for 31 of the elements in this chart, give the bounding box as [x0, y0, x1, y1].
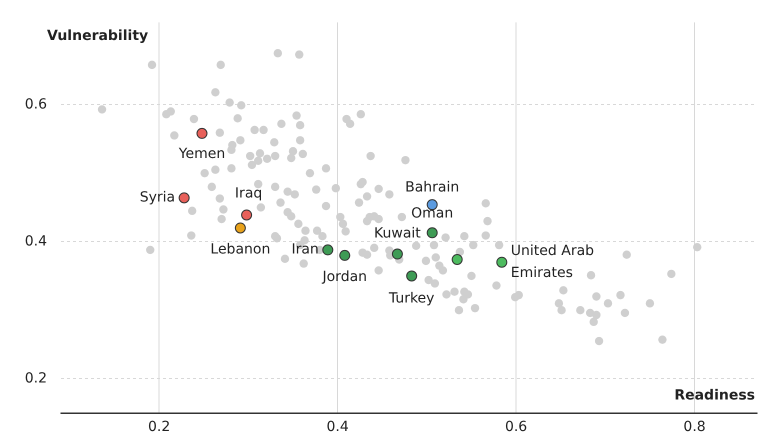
- data-label: Iraq: [234, 186, 262, 202]
- point: [339, 250, 350, 261]
- y-axis-title: Vulnerability: [47, 28, 148, 44]
- x-axis-title: Readiness: [674, 388, 755, 404]
- y-tick-label: 0.2: [24, 370, 47, 386]
- point: [496, 256, 508, 268]
- point: [234, 222, 246, 234]
- y-tick-label: 0.6: [24, 96, 48, 112]
- data-label: Yemen: [178, 146, 226, 162]
- point: [196, 128, 208, 139]
- data-label: Kuwait: [374, 226, 422, 242]
- point: [452, 254, 463, 265]
- data-label: United Arab Emirates: [510, 242, 594, 281]
- point: [241, 209, 252, 220]
- data-label: Jordan: [321, 269, 368, 286]
- data-label: Turkey: [388, 290, 434, 307]
- data-label: Iran: [291, 242, 319, 258]
- point: [178, 192, 190, 204]
- y-tick-label: 0.4: [24, 233, 48, 250]
- point: [406, 270, 418, 282]
- data-label: Bahrain: [405, 179, 460, 196]
- point: [426, 227, 438, 238]
- point: [322, 244, 334, 256]
- data-label: Syria: [140, 189, 176, 206]
- x-tick-label: 0.6: [504, 419, 528, 436]
- x-tick-label: 0.4: [326, 419, 349, 436]
- x-tick-label: 0.2: [148, 419, 170, 436]
- data-label: Oman: [411, 205, 454, 222]
- x-tick-label: 0.8: [683, 419, 706, 436]
- point: [392, 248, 403, 260]
- data-label: Lebanon: [210, 242, 270, 258]
